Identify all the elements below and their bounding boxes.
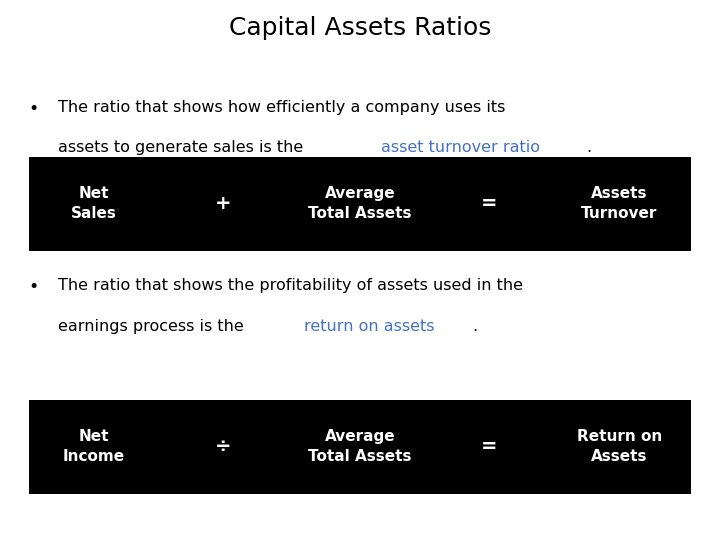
FancyBboxPatch shape <box>29 400 691 494</box>
Text: The ratio that shows the profitability of assets used in the: The ratio that shows the profitability o… <box>58 278 523 293</box>
Text: Capital Assets Ratios: Capital Assets Ratios <box>229 16 491 40</box>
Text: earnings process is the: earnings process is the <box>58 319 248 334</box>
Text: Return on
Assets: Return on Assets <box>577 429 662 464</box>
Text: ÷: ÷ <box>215 437 231 456</box>
FancyBboxPatch shape <box>29 157 691 251</box>
Text: .: . <box>586 140 591 156</box>
Text: Assets
Turnover: Assets Turnover <box>581 186 657 221</box>
Text: Average
Total Assets: Average Total Assets <box>308 186 412 221</box>
Text: •: • <box>29 278 39 296</box>
Text: Average
Total Assets: Average Total Assets <box>308 429 412 464</box>
Text: =: = <box>482 194 498 213</box>
Text: return on assets: return on assets <box>304 319 434 334</box>
Text: Net
Income: Net Income <box>63 429 125 464</box>
Text: The ratio that shows how efficiently a company uses its: The ratio that shows how efficiently a c… <box>58 100 505 115</box>
Text: •: • <box>29 100 39 118</box>
Text: assets to generate sales is the: assets to generate sales is the <box>58 140 308 156</box>
Text: +: + <box>215 194 231 213</box>
Text: asset turnover ratio: asset turnover ratio <box>381 140 540 156</box>
Text: .: . <box>472 319 477 334</box>
Text: =: = <box>482 437 498 456</box>
Text: Net
Sales: Net Sales <box>71 186 117 221</box>
